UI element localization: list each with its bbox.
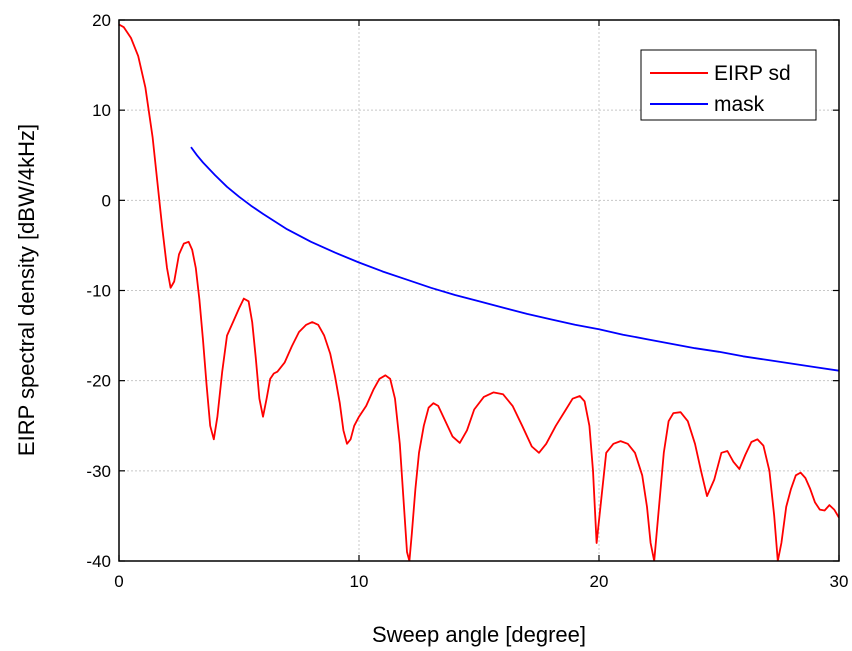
y-tick-label: -20	[86, 372, 111, 391]
y-tick-label: 20	[92, 11, 111, 30]
legend-label-eirp-sd: EIRP sd	[714, 62, 791, 85]
y-tick-label: 10	[92, 101, 111, 120]
series-layer	[119, 23, 839, 561]
series-line-mask	[190, 146, 839, 372]
x-tick-label: 0	[114, 572, 123, 591]
y-tick-label: -10	[86, 282, 111, 301]
y-tick-label: -30	[86, 462, 111, 481]
tick-labels: 0 10 20 30 -40 -30 -20 -10 0 10 20	[86, 11, 848, 591]
legend-label-mask: mask	[714, 93, 765, 116]
legend: EIRP sd mask	[640, 49, 817, 121]
series-line-eirp-sd	[119, 23, 839, 561]
y-tick-label: 0	[102, 191, 111, 210]
x-tick-label: 10	[350, 572, 369, 591]
y-axis-label: EIRP spectral density [dBW/4kHz]	[14, 124, 39, 456]
y-tick-label: -40	[86, 552, 111, 571]
x-tick-label: 20	[590, 572, 609, 591]
legend-box	[640, 49, 817, 121]
x-axis-label: Sweep angle [degree]	[372, 622, 586, 647]
ticks	[118, 19, 840, 562]
grid	[119, 20, 839, 561]
x-tick-label: 30	[830, 572, 849, 591]
